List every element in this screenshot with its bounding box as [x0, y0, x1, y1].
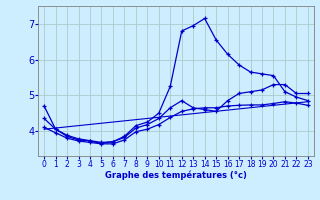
X-axis label: Graphe des températures (°c): Graphe des températures (°c)	[105, 171, 247, 180]
